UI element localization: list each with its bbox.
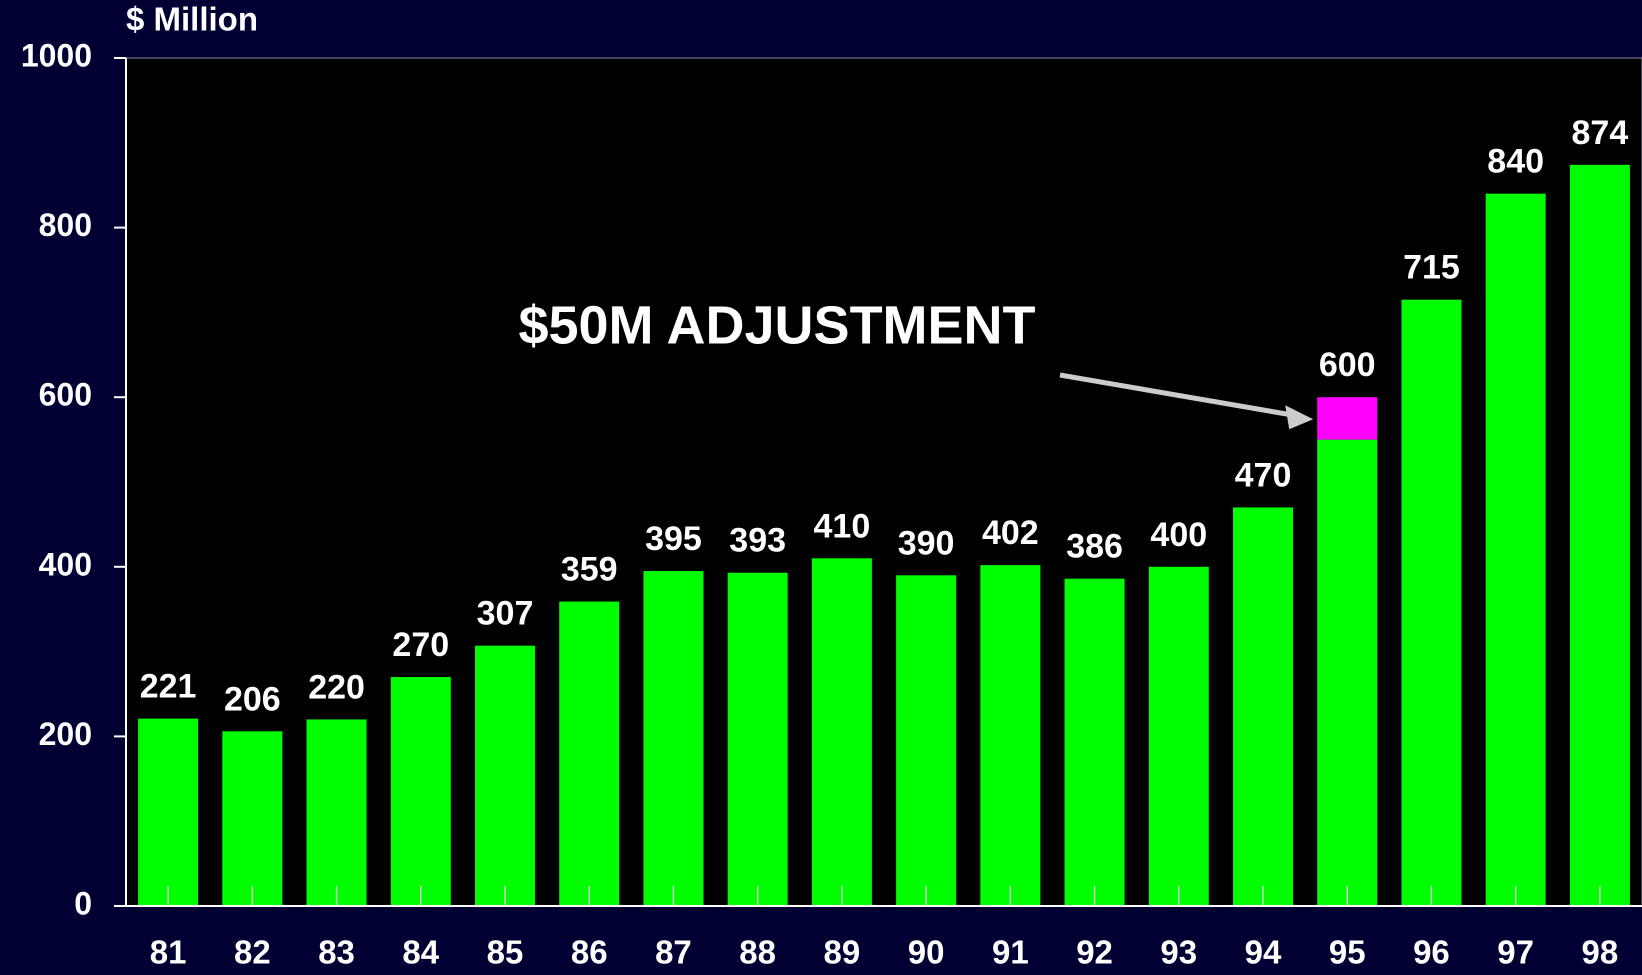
x-tick-label: 94 xyxy=(1245,934,1282,971)
data-label: 874 xyxy=(1572,114,1629,152)
x-tick-label: 86 xyxy=(571,934,608,971)
bar xyxy=(390,677,451,906)
adjustment-segment xyxy=(1317,397,1378,440)
data-label: 600 xyxy=(1319,346,1376,384)
bar xyxy=(1401,299,1462,906)
data-label: 386 xyxy=(1066,528,1123,566)
x-tick-label: 98 xyxy=(1582,934,1619,971)
x-tick-label: 85 xyxy=(487,934,524,971)
x-tick-label: 93 xyxy=(1160,934,1197,971)
bar xyxy=(1485,193,1546,906)
x-tick-label: 95 xyxy=(1329,934,1366,971)
x-tick-label: 97 xyxy=(1497,934,1534,971)
plot-area xyxy=(125,57,1642,907)
annotation-arrow xyxy=(1059,372,1300,419)
data-label: 402 xyxy=(982,514,1039,552)
y-tick-label: 1000 xyxy=(21,37,92,73)
x-tick-label: 84 xyxy=(402,934,439,971)
data-label: 270 xyxy=(392,626,449,664)
bar xyxy=(1064,578,1125,906)
annotation-arrowhead xyxy=(1285,405,1314,430)
bar xyxy=(306,719,367,906)
bar xyxy=(1317,439,1378,906)
x-tick-label: 83 xyxy=(318,934,355,971)
y-tick-label: 200 xyxy=(39,716,92,752)
x-tick-label: 92 xyxy=(1076,934,1113,971)
data-label: 470 xyxy=(1235,456,1292,494)
data-label: 715 xyxy=(1403,249,1460,287)
bar xyxy=(811,558,872,906)
x-tick-label: 90 xyxy=(908,934,945,971)
data-label: 840 xyxy=(1487,143,1544,181)
bar xyxy=(1148,566,1209,906)
y-tick-label: 0 xyxy=(74,885,92,921)
data-label: 220 xyxy=(308,668,365,706)
bar xyxy=(1569,164,1630,906)
data-label: 395 xyxy=(645,520,702,558)
data-label: 307 xyxy=(477,595,534,633)
data-label: 393 xyxy=(729,522,786,560)
bar xyxy=(559,601,620,906)
data-label: 410 xyxy=(814,507,871,545)
bar xyxy=(727,572,788,906)
bar xyxy=(980,565,1041,906)
data-label: 221 xyxy=(140,668,197,706)
x-tick-label: 96 xyxy=(1413,934,1450,971)
bar xyxy=(138,718,199,906)
x-tick-label: 89 xyxy=(824,934,861,971)
bar xyxy=(475,645,535,906)
y-tick-label: 800 xyxy=(39,207,92,243)
x-tick-label: 82 xyxy=(234,934,271,971)
annotation-text: $50M ADJUSTMENT xyxy=(518,295,1035,355)
y-axis-label: $ Million xyxy=(126,1,258,38)
bar xyxy=(1233,507,1293,906)
y-tick-label: 600 xyxy=(39,377,92,413)
data-label: 400 xyxy=(1150,516,1207,554)
y-tick-label: 400 xyxy=(39,546,92,582)
x-tick-label: 91 xyxy=(992,934,1029,971)
bar xyxy=(222,731,283,906)
data-label: 359 xyxy=(561,551,618,589)
bar xyxy=(643,571,704,906)
x-tick-label: 87 xyxy=(655,934,692,971)
data-label: 206 xyxy=(224,680,281,718)
bar xyxy=(896,575,957,906)
x-tick-label: 81 xyxy=(150,934,187,971)
data-label: 390 xyxy=(898,524,955,562)
x-tick-label: 88 xyxy=(739,934,776,971)
